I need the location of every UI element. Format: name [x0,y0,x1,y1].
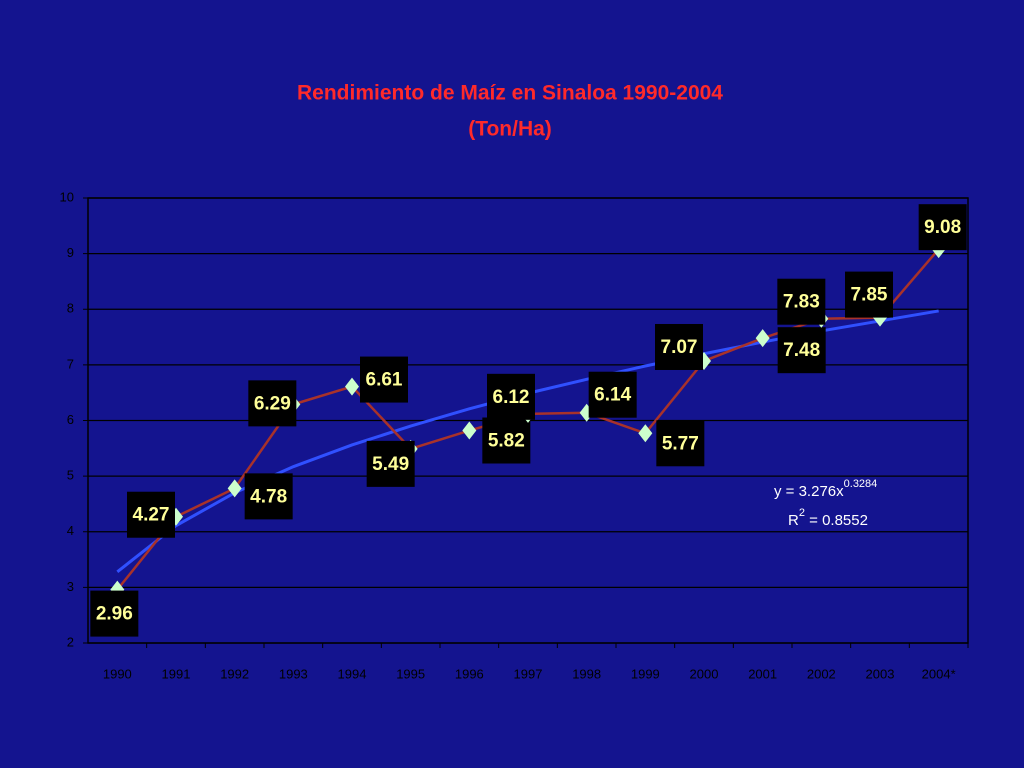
trend-r2-base: R [788,512,799,529]
y-tick-label: 6 [67,412,74,427]
x-tick-label: 2004* [922,666,956,681]
value-label: 9.08 [924,217,961,238]
trend-r2-rest: = 0.8552 [805,512,868,529]
value-label: 5.82 [488,431,525,452]
value-label-box [248,380,297,427]
value-label: 6.61 [366,370,403,391]
value-label-box [777,278,826,325]
trend-r2-sup: 2 [799,507,805,519]
value-label: 6.14 [594,385,631,406]
y-tick-label: 4 [67,523,74,538]
trend-equation-exponent: 0.3284 [844,478,878,490]
x-tick-label: 2000 [690,666,719,681]
x-tick-label: 1994 [338,666,367,681]
y-tick-label: 9 [67,245,74,260]
x-tick-label: 2002 [807,666,836,681]
marker [227,479,242,498]
value-label-box [487,373,535,420]
value-label: 4.78 [250,486,287,507]
y-tick-label: 3 [67,579,74,594]
x-tick-label: 1997 [514,666,543,681]
x-tick-label: 2001 [748,666,777,681]
value-label: 2.96 [96,604,133,625]
value-label-box [655,323,703,370]
chart-subtitle: (Ton/Ha) [468,118,552,141]
y-tick-label: 8 [67,301,74,316]
value-label-box [366,440,415,487]
value-label: 6.12 [493,387,530,408]
marker [462,421,477,440]
value-label-box [918,204,967,251]
value-label: 6.29 [254,393,291,414]
value-label-box [482,417,531,464]
x-tick-label: 1990 [103,666,132,681]
value-label: 7.48 [783,340,820,361]
y-tick-label: 10 [60,189,74,204]
x-tick-label: 1993 [279,666,308,681]
value-label-box [845,271,893,318]
value-label-box [90,590,139,637]
marker [345,377,359,396]
value-label: 5.77 [662,433,699,454]
value-label: 5.49 [372,454,409,475]
y-tick-label: 2 [67,634,74,649]
value-label: 7.07 [661,337,698,358]
x-tick-label: 1995 [396,666,425,681]
marker [638,424,653,443]
marker [755,329,770,348]
value-label: 4.27 [133,505,170,526]
x-tick-label: 1998 [572,666,601,681]
value-label-box [588,371,637,418]
x-tick-label: 1992 [220,666,249,681]
x-tick-label: 1999 [631,666,660,681]
value-label: 7.85 [851,285,888,306]
chart-title: Rendimiento de Maíz en Sinaloa 1990-2004 [297,82,723,105]
x-tick-label: 1996 [455,666,484,681]
y-tick-label: 5 [67,468,74,483]
trend-equation-base: y = 3.276x [774,483,844,500]
trend-r2: R2 = 0.8552 [788,507,868,529]
trend-equation: y = 3.276x0.3284 [774,478,877,500]
y-tick-label: 7 [67,356,74,371]
x-tick-label: 2003 [866,666,895,681]
value-label-box [360,356,408,403]
value-label-box [777,327,826,374]
value-label-box [127,491,175,538]
x-tick-label: 1991 [162,666,191,681]
value-label: 7.83 [783,292,820,313]
value-label-box [244,473,293,520]
value-label-box [656,420,705,467]
